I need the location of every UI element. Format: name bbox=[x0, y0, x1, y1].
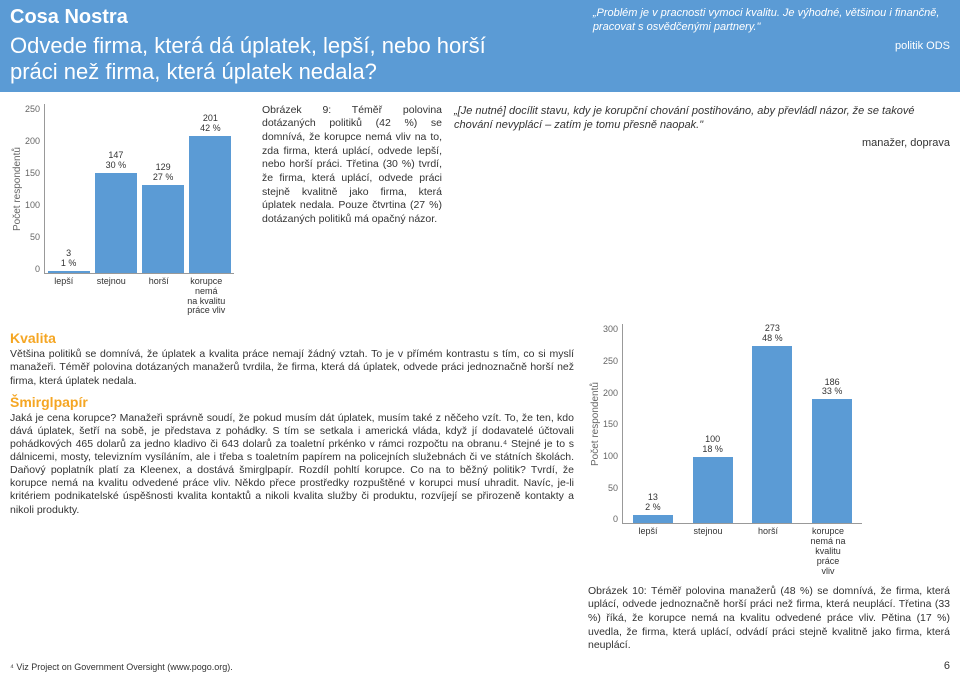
x-label: stejnou bbox=[688, 527, 728, 576]
x-label: korupce nemá na kvalitu práce vliv bbox=[808, 527, 848, 576]
bar-column: 14730 % bbox=[95, 104, 137, 273]
footnote: ⁴ Viz Project on Government Oversight (w… bbox=[10, 662, 233, 672]
banner-question: Odvede firma, která dá úplatek, lepší, n… bbox=[10, 33, 527, 86]
chart2-ylabel: Počet respondentů bbox=[588, 324, 603, 524]
manager-quote-attr: manažer, doprava bbox=[454, 136, 950, 150]
bar bbox=[693, 457, 733, 524]
x-label: lepší bbox=[628, 527, 668, 576]
bar bbox=[48, 271, 90, 273]
header-left: Cosa Nostra Odvede firma, která dá úplat… bbox=[10, 6, 527, 86]
bar bbox=[95, 173, 137, 273]
ytick: 250 bbox=[603, 356, 618, 366]
chart2-xlabels: lepší stejnou horší korupce nemá na kvalitu… bbox=[618, 524, 858, 576]
x-label: lepší bbox=[43, 277, 85, 317]
chart1-area: Počet respondentů 250 200 150 100 50 0 31 % 14… bbox=[10, 104, 250, 274]
ytick: 0 bbox=[613, 514, 618, 524]
chart2-plot: 132 % 10018 % 27348 % 18633 % bbox=[622, 324, 862, 524]
bar-value-label: 27348 % bbox=[762, 324, 783, 344]
bar-column: 31 % bbox=[48, 104, 90, 273]
bar bbox=[142, 185, 184, 273]
kvalita-text: Většina politiků se domnívá, že úplatek … bbox=[10, 348, 574, 387]
bar-column: 132 % bbox=[633, 324, 673, 523]
x-label: stejnou bbox=[90, 277, 132, 317]
left-column: Kvalita Většina politiků se domnívá, že … bbox=[10, 324, 574, 653]
ytick: 250 bbox=[25, 104, 40, 114]
x-label: horší bbox=[138, 277, 180, 317]
ytick: 100 bbox=[25, 200, 40, 210]
x-label: horší bbox=[748, 527, 788, 576]
chart1-yticks: 250 200 150 100 50 0 bbox=[25, 104, 44, 274]
mid-row: Počet respondentů 250 200 150 100 50 0 31 % 14… bbox=[0, 92, 960, 321]
bar-column: 27348 % bbox=[752, 324, 792, 523]
bar-value-label: 20142 % bbox=[200, 114, 221, 134]
manager-quote: „[Je nutné] docílit stavu, kdy je korupč… bbox=[454, 104, 950, 151]
right-upper: „[Je nutné] docílit stavu, kdy je korupč… bbox=[454, 104, 950, 317]
chart1-ylabel: Počet respondentů bbox=[10, 104, 25, 274]
chart2: Počet respondentů 300 250 200 150 100 50 0 132… bbox=[588, 324, 950, 576]
page-number: 6 bbox=[944, 660, 950, 672]
bar bbox=[812, 399, 852, 523]
bar bbox=[752, 346, 792, 523]
ytick: 100 bbox=[603, 451, 618, 461]
bar bbox=[633, 515, 673, 524]
bar bbox=[189, 136, 231, 273]
header-quote-attr: politik ODS bbox=[593, 39, 950, 53]
kvalita-title: Kvalita bbox=[10, 330, 574, 346]
ytick: 150 bbox=[25, 168, 40, 178]
bar-column: 12927 % bbox=[142, 104, 184, 273]
body-row: Kvalita Většina politiků se domnívá, že … bbox=[0, 320, 960, 653]
ytick: 300 bbox=[603, 324, 618, 334]
header-quote: „Problém je v pracnosti vymoci kvalitu. … bbox=[593, 6, 950, 53]
right-column: Počet respondentů 300 250 200 150 100 50 0 132… bbox=[588, 324, 950, 653]
chart2-area: Počet respondentů 300 250 200 150 100 50 0 132… bbox=[588, 324, 950, 524]
ytick: 50 bbox=[30, 232, 40, 242]
bar-value-label: 12927 % bbox=[153, 163, 174, 183]
chart1-plot: 31 % 14730 % 12927 % 20142 % bbox=[44, 104, 234, 274]
bar-value-label: 10018 % bbox=[702, 435, 723, 455]
chart1-xlabels: lepšístejnouhoršíkorupce nemá na kvalitu… bbox=[40, 274, 230, 317]
bar-value-label: 132 % bbox=[645, 493, 661, 513]
chart1-caption: Obrázek 9: Téměř polovina dotázaných pol… bbox=[262, 104, 442, 317]
chart2-caption: Obrázek 10: Téměř polovina manažerů (48 … bbox=[588, 585, 950, 653]
bar-column: 20142 % bbox=[189, 104, 231, 273]
ytick: 0 bbox=[35, 264, 40, 274]
header-quote-text: „Problém je v pracnosti vymoci kvalitu. … bbox=[593, 6, 950, 35]
smirgl-text: Jaká je cena korupce? Manažeři správně s… bbox=[10, 412, 574, 517]
ytick: 200 bbox=[603, 388, 618, 398]
bar-value-label: 18633 % bbox=[822, 378, 843, 398]
manager-quote-text: „[Je nutné] docílit stavu, kdy je korupč… bbox=[454, 104, 950, 133]
ytick: 50 bbox=[608, 483, 618, 493]
x-label: korupce nemá na kvalitu práce vliv bbox=[185, 277, 227, 317]
bar-value-label: 14730 % bbox=[106, 151, 127, 171]
smirgl-title: Šmirglpapír bbox=[10, 394, 574, 410]
header-banner: Cosa Nostra Odvede firma, která dá úplat… bbox=[0, 0, 960, 92]
ytick: 150 bbox=[603, 419, 618, 429]
bar-value-label: 31 % bbox=[61, 249, 77, 269]
chart1: Počet respondentů 250 200 150 100 50 0 31 % 14… bbox=[10, 104, 250, 317]
bar-column: 18633 % bbox=[812, 324, 852, 523]
bar-column: 10018 % bbox=[693, 324, 733, 523]
chart2-yticks: 300 250 200 150 100 50 0 bbox=[603, 324, 622, 524]
ytick: 200 bbox=[25, 136, 40, 146]
banner-label: Cosa Nostra bbox=[10, 6, 527, 29]
